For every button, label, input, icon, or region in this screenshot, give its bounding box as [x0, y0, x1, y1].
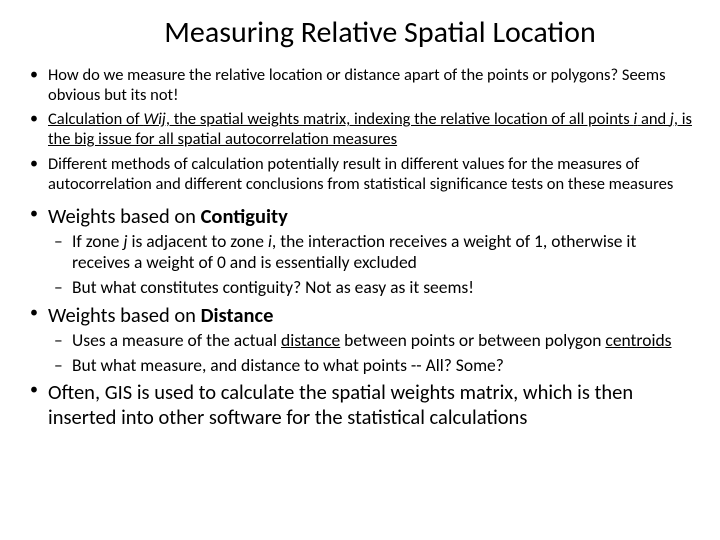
bullet-5-sub-2: But what measure, and distance to what p…	[48, 355, 696, 376]
bullet-2: Calculation of Wij, the spatial weights …	[24, 109, 696, 149]
b5s1-d: centroids	[605, 329, 671, 351]
bullet-2-seg-c: , the spatial weights matrix,	[166, 109, 354, 129]
bullet-2-seg-f: and	[637, 109, 670, 129]
bullet-1: How do we measure the relative location …	[24, 65, 696, 105]
b4s1-c: is adjacent to zone	[128, 230, 268, 252]
b4s2-text: But what constitutes contiguity? Not as …	[72, 276, 474, 298]
bullet-4-seg-b: Contiguity	[201, 203, 288, 229]
bullet-4: Weights based on Contiguity If zone j is…	[24, 204, 696, 299]
bullet-5-seg-a: Weights based on	[48, 302, 201, 328]
bullet-6-text: Often, GIS is used to calculate the spat…	[48, 379, 633, 430]
bullet-3: Different methods of calculation potenti…	[24, 154, 696, 194]
slide-title: Measuring Relative Spatial Location	[64, 14, 696, 51]
b4s1-a: If zone	[72, 230, 123, 252]
bullet-1-text: How do we measure the relative location …	[48, 65, 666, 105]
b5s1-c: between points or between polygon	[340, 329, 605, 351]
bullet-4-sub-1: If zone j is adjacent to zone i, the int…	[48, 231, 696, 274]
bullet-6: Often, GIS is used to calculate the spat…	[24, 380, 696, 430]
bullet-5: Weights based on Distance Uses a measure…	[24, 303, 696, 377]
bullet-5-sub-1: Uses a measure of the actual distance be…	[48, 330, 696, 351]
bullet-list: How do we measure the relative location …	[24, 65, 696, 430]
bullet-2-seg-b: Wij	[143, 109, 165, 129]
b5s1-a: Uses a measure of the actual	[72, 329, 281, 351]
bullet-4-sub-2: But what constitutes contiguity? Not as …	[48, 277, 696, 298]
b5s1-b: distance	[281, 329, 340, 351]
b5s2-text: But what measure, and distance to what p…	[72, 354, 504, 376]
bullet-4-seg-a: Weights based on	[48, 203, 201, 229]
bullet-2-seg-a: Calculation of	[48, 109, 143, 129]
bullet-5-seg-b: Distance	[201, 302, 274, 328]
bullet-3-text: Different methods of calculation potenti…	[48, 154, 673, 194]
bullet-2-seg-d: indexing the relative location of all po…	[354, 109, 633, 129]
